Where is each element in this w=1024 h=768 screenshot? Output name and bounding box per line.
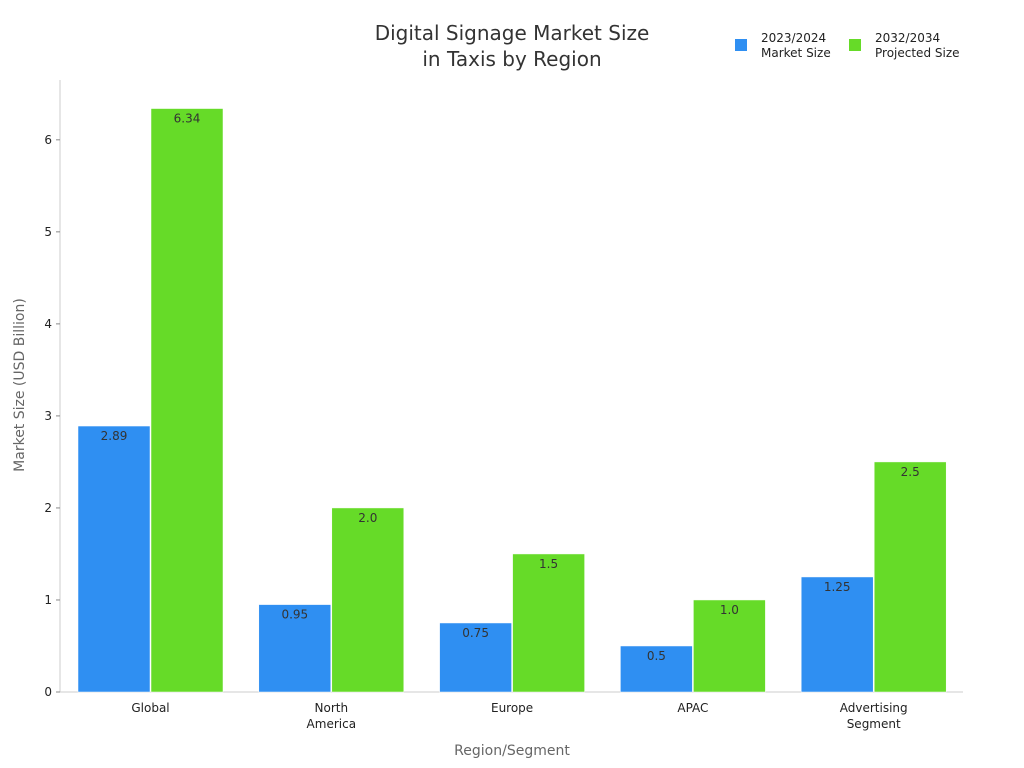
y-tick-label: 0 (44, 685, 52, 699)
y-tick-label: 5 (44, 225, 52, 239)
data-label: 2.5 (901, 465, 920, 479)
bar (800, 576, 874, 693)
bar (150, 108, 224, 693)
x-category-label: Europe (491, 701, 533, 715)
y-tick-label: 1 (44, 593, 52, 607)
x-axis-label: Region/Segment (454, 743, 570, 759)
bar (258, 604, 332, 693)
data-label: 2.89 (101, 429, 128, 443)
bar (620, 645, 693, 693)
legend-swatch (735, 39, 747, 51)
bar (873, 461, 947, 693)
x-category-label: Advertising Segment (840, 701, 908, 731)
data-label: 1.25 (824, 580, 851, 594)
data-label: 1.0 (720, 603, 739, 617)
data-label: 0.95 (281, 608, 308, 622)
x-category-label: Global (131, 701, 169, 715)
bars (77, 108, 947, 693)
data-label: 0.75 (462, 626, 489, 640)
y-axis-label: Market Size (USD Billion) (12, 298, 28, 472)
data-labels: 2.89 0.95 0.75 0.5 1.25 6.34 2.0 1.5 1.0 2.5 (101, 112, 920, 663)
bar (693, 599, 766, 693)
data-label: 2.0 (358, 511, 377, 525)
data-label: 6.34 (174, 112, 201, 126)
data-label: 0.5 (647, 649, 666, 663)
legend: 2023/2024 Market Size 2032/2034 Projected S… (735, 31, 960, 60)
bar (331, 507, 405, 693)
legend-entry: 2023/2024 Market Size (761, 31, 831, 60)
y-axis-ticks: 0 1 2 3 4 5 6 (44, 133, 60, 699)
y-tick-label: 6 (44, 133, 52, 147)
chart-title-line: Digital Signage Market Size (375, 21, 650, 45)
legend-entry: 2032/2034 Projected Size (875, 31, 960, 60)
x-category-label: APAC (677, 701, 708, 715)
y-tick-label: 4 (44, 317, 52, 331)
y-tick-label: 2 (44, 501, 52, 515)
legend-swatch (849, 39, 861, 51)
x-category-label: North America (307, 701, 357, 731)
y-tick-label: 3 (44, 409, 52, 423)
chart-title-line: in Taxis by Region (422, 47, 601, 71)
bar (512, 553, 585, 693)
bar (77, 425, 151, 693)
x-axis-categories: Global North America Europe APAC Advertising S… (131, 701, 907, 731)
data-label: 1.5 (539, 557, 558, 571)
bar (439, 622, 512, 693)
